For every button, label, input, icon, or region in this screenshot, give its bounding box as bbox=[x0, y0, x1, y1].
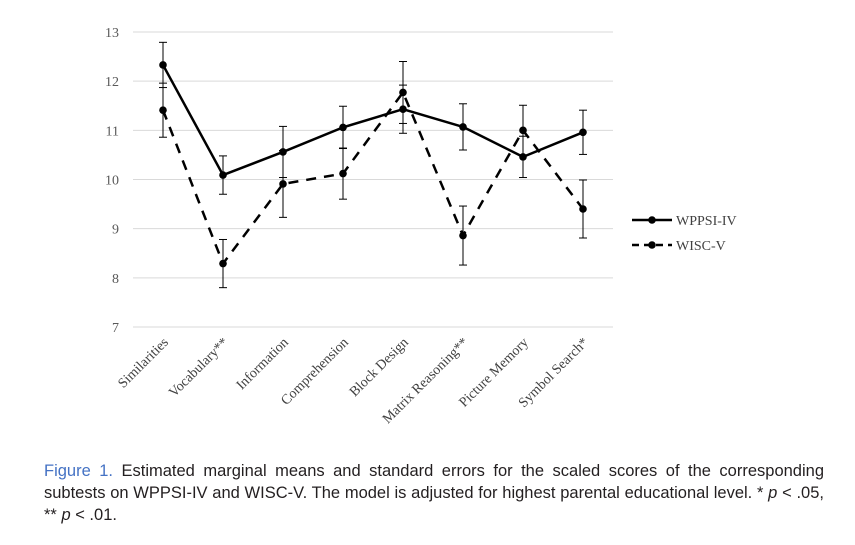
data-point-0-1 bbox=[219, 171, 227, 179]
data-point-1-4 bbox=[399, 88, 407, 97]
y-tick-label-11: 11 bbox=[106, 124, 119, 139]
gridlines bbox=[133, 31, 613, 328]
figure-label: Figure 1. bbox=[44, 462, 114, 480]
y-axis-tick-labels: 7 8 9 10 11 12 13 bbox=[105, 26, 119, 336]
data-point-0-5 bbox=[459, 123, 467, 131]
series-1 bbox=[159, 61, 587, 289]
x-category-label-1: Vocabulary** bbox=[166, 335, 231, 400]
x-category-label-0: Similarities bbox=[116, 335, 172, 391]
caption-text-2: < .05, ** bbox=[44, 484, 824, 524]
caption-text-3: < .01. bbox=[70, 506, 117, 524]
data-point-1-1 bbox=[219, 259, 227, 268]
data-point-1-6 bbox=[519, 126, 527, 135]
data-point-0-0 bbox=[159, 61, 167, 69]
legend-marker-1 bbox=[648, 241, 656, 249]
series-line-0 bbox=[161, 64, 584, 177]
y-tick-label-13: 13 bbox=[105, 26, 119, 41]
series-line-1 bbox=[161, 91, 584, 265]
x-category-label-2: Information bbox=[234, 335, 292, 393]
x-category-label-4: Block Design bbox=[347, 335, 412, 400]
legend-marker-0 bbox=[648, 216, 656, 224]
y-tick-label-12: 12 bbox=[105, 75, 119, 90]
data-point-1-0 bbox=[159, 106, 167, 114]
data-point-0-3 bbox=[339, 123, 347, 132]
caption-text-1: Estimated marginal means and standard er… bbox=[44, 462, 824, 502]
y-tick-label-8: 8 bbox=[112, 272, 119, 287]
caption-p-symbol-2: p bbox=[61, 506, 71, 524]
series-group bbox=[159, 41, 587, 289]
y-tick-label-7: 7 bbox=[112, 321, 119, 336]
y-tick-label-10: 10 bbox=[105, 174, 119, 189]
legend-label-1: WISC-V bbox=[676, 239, 726, 254]
data-point-0-7 bbox=[579, 128, 587, 137]
legend-label-0: WPPSI-IV bbox=[676, 214, 737, 229]
data-point-1-5 bbox=[459, 231, 467, 240]
data-point-1-7 bbox=[579, 205, 587, 213]
data-point-1-2 bbox=[279, 180, 287, 188]
caption-p-symbol-1: p bbox=[768, 484, 778, 502]
data-point-1-3 bbox=[339, 169, 347, 178]
legend: WPPSI-IV WISC-V bbox=[632, 214, 737, 254]
figure-caption: Figure 1. Estimated marginal means and s… bbox=[44, 460, 824, 526]
y-tick-label-9: 9 bbox=[112, 223, 119, 238]
